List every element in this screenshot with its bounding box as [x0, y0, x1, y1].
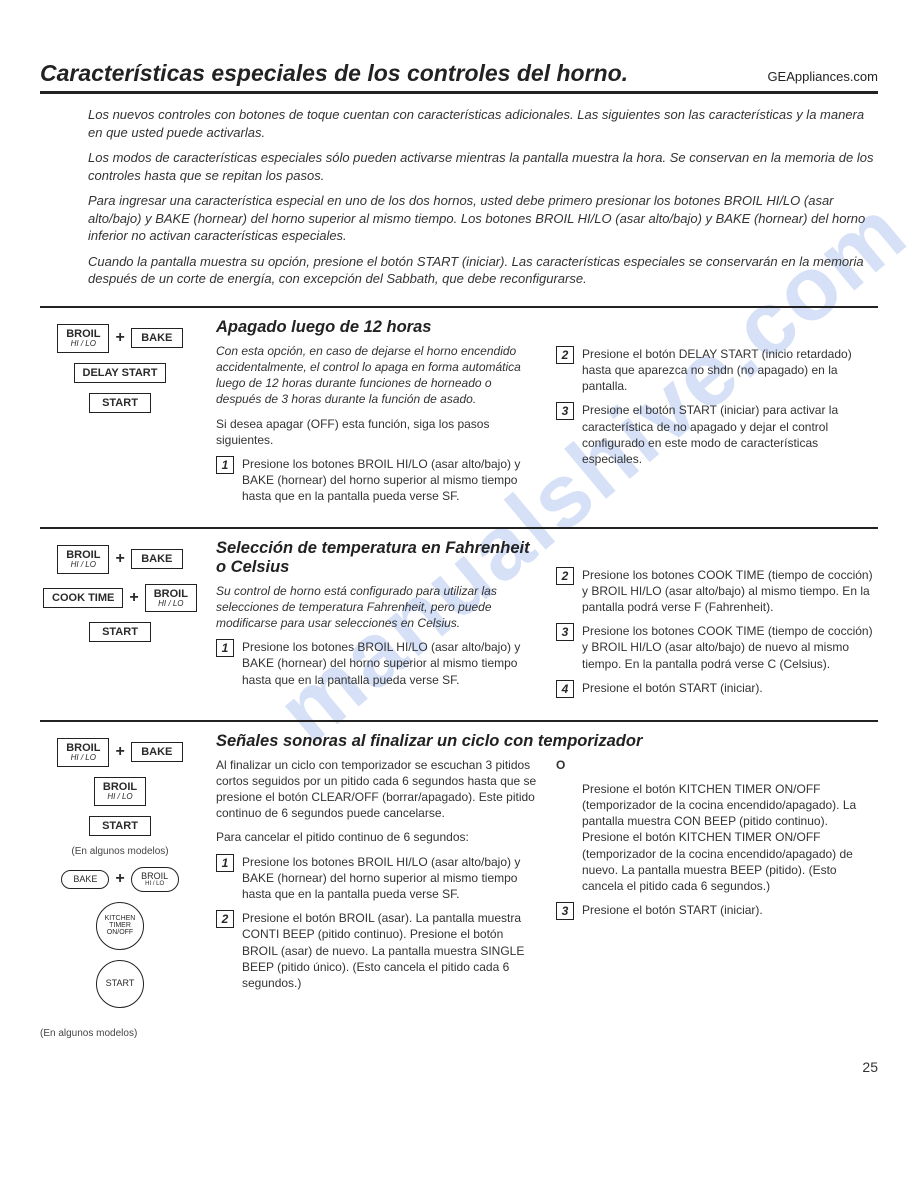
plus-icon: + [115, 329, 124, 347]
section2-step1: 1 Presione los botones BROIL HI/LO (asar… [216, 639, 538, 688]
bake-button: BAKE [131, 328, 183, 348]
plus-icon: + [115, 870, 124, 888]
section1-step3: 3 Presione el botón START (iniciar) para… [556, 402, 878, 467]
kitchen-timer-button: KITCHEN TIMER ON/OFF [96, 902, 144, 950]
section1-step2: 2 Presione el botón DELAY START (inicio … [556, 346, 878, 395]
cook-time-button: COOK TIME [43, 588, 123, 608]
step-number-1: 1 [216, 456, 234, 474]
section2-step2: 2 Presione los botones COOK TIME (tiempo… [556, 567, 878, 616]
broil-button: BROILHI / LO [145, 584, 197, 613]
step-number-4: 4 [556, 680, 574, 698]
intro-block: Los nuevos controles con botones de toqu… [88, 106, 878, 288]
plus-icon: + [129, 589, 138, 607]
section-fahrenheit-celsius: BROILHI / LO + BAKE COOK TIME + BROILHI … [40, 527, 878, 706]
start-button: START [89, 393, 151, 413]
section-12hr-shutoff: BROILHI / LO + BAKE DELAY START START Ap… [40, 306, 878, 513]
section1-p1: Si desea apagar (OFF) esta función, siga… [216, 416, 538, 448]
start-button: START [89, 816, 151, 836]
plus-icon: + [115, 743, 124, 761]
start-button: START [89, 622, 151, 642]
broil-round-button: BROILHI / LO [131, 867, 179, 892]
step-number-3: 3 [556, 402, 574, 420]
brand-url: GEAppliances.com [767, 69, 878, 84]
page-title: Características especiales de los contro… [40, 60, 628, 87]
section1-lead: Con esta opción, en caso de dejarse el h… [216, 343, 538, 408]
section2-step3: 3 Presione los botones COOK TIME (tiempo… [556, 623, 878, 672]
page-number: 25 [40, 1059, 878, 1075]
section3-p2: Para cancelar el pitido continuo de 6 se… [216, 829, 538, 845]
some-models-note: (En algunos modelos) [40, 846, 200, 857]
section3-step2: 2 Presione el botón BROIL (asar). La pan… [216, 910, 538, 991]
step-number-3: 3 [556, 623, 574, 641]
intro-p3: Para ingresar una característica especia… [88, 192, 878, 245]
step-number-1: 1 [216, 639, 234, 657]
broil-button: BROILHI / LO [57, 545, 109, 574]
broil-button: BROILHI / LO [57, 324, 109, 353]
button-diagram-2: BROILHI / LO + BAKE COOK TIME + BROILHI … [40, 539, 200, 706]
section1-title: Apagado luego de 12 horas [216, 318, 538, 337]
section1-step1: 1 Presione los botones BROIL HI/LO (asar… [216, 456, 538, 505]
broil-button: BROILHI / LO [57, 738, 109, 767]
intro-p2: Los modos de características especiales … [88, 149, 878, 184]
bottom-some-models-note: (En algunos modelos) [40, 1028, 878, 1039]
section3-title: Señales sonoras al finalizar un ciclo co… [216, 732, 878, 751]
intro-p4: Cuando la pantalla muestra su opción, pr… [88, 253, 878, 288]
bake-button: BAKE [131, 742, 183, 762]
section2-step4: 4 Presione el botón START (iniciar). [556, 680, 878, 698]
section3-step3: 3 Presione el botón START (iniciar). [556, 902, 878, 920]
broil-button: BROILHI / LO [94, 777, 146, 806]
bake-button: BAKE [131, 549, 183, 569]
button-diagram-3: BROILHI / LO + BAKE BROILHI / LO START (… [40, 732, 200, 1018]
section3-step1: 1 Presione los botones BROIL HI/LO (asar… [216, 854, 538, 903]
bake-round-button: BAKE [61, 870, 109, 889]
page-header: Características especiales de los contro… [40, 60, 878, 94]
section3-p1: Al finalizar un ciclo con temporizador s… [216, 757, 538, 822]
section-tones-end-cycle: BROILHI / LO + BAKE BROILHI / LO START (… [40, 720, 878, 1018]
intro-p1: Los nuevos controles con botones de toqu… [88, 106, 878, 141]
section2-lead: Su control de horno está configurado par… [216, 583, 538, 632]
start-round-button: START [96, 960, 144, 1008]
section3-alt: Presione el botón KITCHEN TIMER ON/OFF (… [556, 781, 878, 894]
step-number-1: 1 [216, 854, 234, 872]
step-number-3: 3 [556, 902, 574, 920]
step-number-2: 2 [216, 910, 234, 928]
delay-start-button: DELAY START [74, 363, 167, 383]
section3-or: O [556, 757, 878, 773]
button-diagram-1: BROILHI / LO + BAKE DELAY START START [40, 318, 200, 513]
section2-title: Selección de temperatura en Fahrenheit o… [216, 539, 538, 577]
step-number-2: 2 [556, 346, 574, 364]
plus-icon: + [115, 550, 124, 568]
step-number-2: 2 [556, 567, 574, 585]
